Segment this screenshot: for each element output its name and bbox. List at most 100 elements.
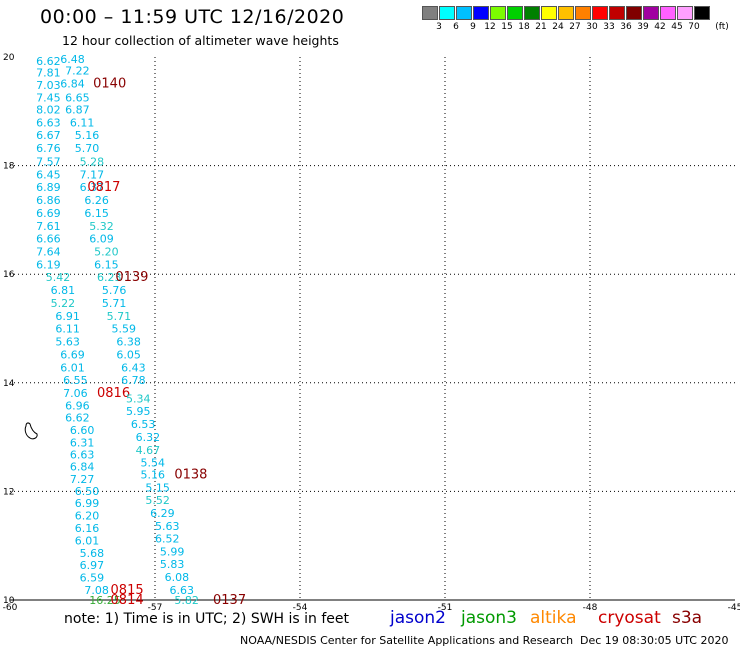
wave-height-value: 5.82 (174, 594, 199, 607)
wave-height-value: 6.23 (97, 271, 122, 284)
color-scale-swatch (643, 6, 659, 20)
wave-height-labels: 6.486.627.227.816.847.03 01406.657.456.87… (36, 53, 246, 608)
color-scale-swatch (439, 6, 455, 20)
wave-height-value: 6.38 (116, 336, 141, 349)
wave-height-value: 6.66 (36, 232, 61, 245)
color-scale-label: 39 (637, 22, 649, 32)
wave-height-value: 6.08 (165, 571, 190, 584)
wave-height-value: 6.84 (60, 78, 84, 91)
x-tick-label: -57 (148, 603, 163, 610)
color-scale-swatch (490, 6, 506, 20)
y-tick-label: 20 (3, 53, 15, 63)
wave-height-value: 7.81 (36, 67, 61, 80)
color-scale-label: 12 (484, 22, 496, 32)
color-scale-swatch (422, 6, 438, 20)
wave-height-value: 6.05 (116, 349, 141, 362)
wave-height-value: 7.06 (63, 387, 88, 400)
x-tick-label: -51 (438, 603, 453, 610)
color-scale-swatch (541, 6, 557, 20)
y-tick-label: 10 (3, 596, 15, 606)
wave-height-value: 5.95 (126, 405, 151, 418)
wave-height-value: 5.16 (75, 129, 100, 142)
wave-height-value: 6.01 (60, 362, 84, 375)
color-scale-label: 15 (501, 22, 513, 32)
wave-height-value: 6.50 (75, 485, 100, 498)
wave-height-value: 6.37 (80, 181, 105, 194)
wave-height-value: 16.25 (89, 594, 121, 607)
wave-height-value: 5.63 (155, 520, 180, 533)
wave-height-value: 6.65 (65, 92, 90, 105)
wave-height-value: 5.68 (80, 547, 105, 560)
pass-time-label: 0817 (87, 180, 120, 195)
y-tick-label: 12 (3, 487, 14, 497)
map-grid (10, 57, 735, 600)
wave-height-value: 6.87 (65, 104, 90, 117)
wave-height-value: 6.63 (36, 117, 61, 130)
wave-height-value: 6.91 (55, 310, 80, 323)
wave-height-value: 6.81 (51, 284, 76, 297)
x-tick-label: -45 (728, 603, 740, 610)
wave-height-value: 5.71 (107, 310, 131, 323)
wave-height-value: 6.60 (70, 424, 95, 437)
color-scale-label: 36 (620, 22, 632, 32)
wave-height-value: 6.89 (36, 181, 61, 194)
color-scale-label: 24 (552, 22, 564, 32)
wave-height-value: 6.63 (70, 448, 95, 461)
wave-height-value: 8.02 (36, 104, 61, 117)
island-outline (24, 422, 38, 440)
legend-cryosat: cryosat (598, 608, 661, 628)
wave-height-value: 7.64 (36, 245, 61, 258)
wave-height-value: 7.08 (84, 584, 109, 597)
color-scale-unit: (ft) (715, 22, 729, 32)
color-scale-label: 18 (518, 22, 530, 32)
wave-height-value: 6.55 (63, 374, 88, 387)
chart-subtitle: 12 hour collection of altimeter wave hei… (62, 33, 339, 48)
pass-time-label: 0140 (93, 77, 126, 92)
color-scale-label: 3 (436, 22, 442, 32)
y-tick-label: 18 (3, 162, 15, 172)
wave-height-value: 5.42 (46, 271, 70, 284)
wave-height-value: 5.15 (145, 482, 170, 495)
wave-height-value: 6.69 (60, 349, 84, 362)
wave-height-value: 6.45 (36, 168, 61, 181)
wave-height-value: 5.34 (126, 393, 151, 406)
wave-height-value: 7.45 (36, 92, 61, 105)
wave-height-value: 6.11 (55, 323, 80, 336)
color-scale-swatch (558, 6, 574, 20)
pass-time-label: 0815 (111, 583, 144, 598)
wave-height-value: 6.78 (121, 374, 145, 387)
wave-height-value: 5.32 (89, 220, 114, 233)
pass-time-label: 0814 (111, 593, 144, 608)
wave-height-value: 6.20 (75, 509, 100, 522)
wave-height-value: 5.28 (80, 155, 105, 168)
wave-height-value: 7.27 (70, 473, 95, 486)
generated-timestamp: Dec 19 08:30:05 UTC 2020 (580, 634, 729, 647)
wave-height-value: 6.97 (80, 559, 105, 572)
color-scale-swatch (473, 6, 489, 20)
wave-height-value: 6.11 (70, 117, 95, 130)
wave-height-value: 6.15 (84, 207, 109, 220)
color-scale-swatch (592, 6, 608, 20)
y-tick-label: 14 (3, 379, 15, 389)
wave-height-value: 5.59 (112, 323, 137, 336)
map-axes: -60 -57 -54 -51 -48 -45 20 18 16 14 12 10 (3, 53, 740, 610)
wave-height-value: 5.52 (145, 494, 170, 507)
wave-height-value: 5.83 (160, 558, 185, 571)
wave-height-value: 6.31 (70, 437, 95, 450)
x-tick-label: -48 (583, 603, 598, 610)
chart-title: 00:00 – 11:59 UTC 12/16/2020 (40, 6, 345, 28)
wave-height-value: 6.09 (89, 232, 114, 245)
wave-height-value: 6.52 (155, 533, 180, 546)
wave-height-value: 5.70 (75, 142, 100, 155)
color-scale-swatch (660, 6, 676, 20)
wave-height-value: 6.99 (75, 497, 100, 510)
wave-height-value: 6.32 (136, 431, 161, 444)
pass-time-label: 0138 (174, 468, 207, 483)
legend-s3a: s3a (672, 608, 703, 628)
footer-note: note: 1) Time is in UTC; 2) SWH is in fe… (64, 611, 350, 627)
wave-height-value: 5.54 (141, 457, 166, 470)
color-scale-swatch (694, 6, 710, 20)
wave-height-value: 6.62 (36, 55, 61, 68)
island-shape (24, 422, 38, 440)
